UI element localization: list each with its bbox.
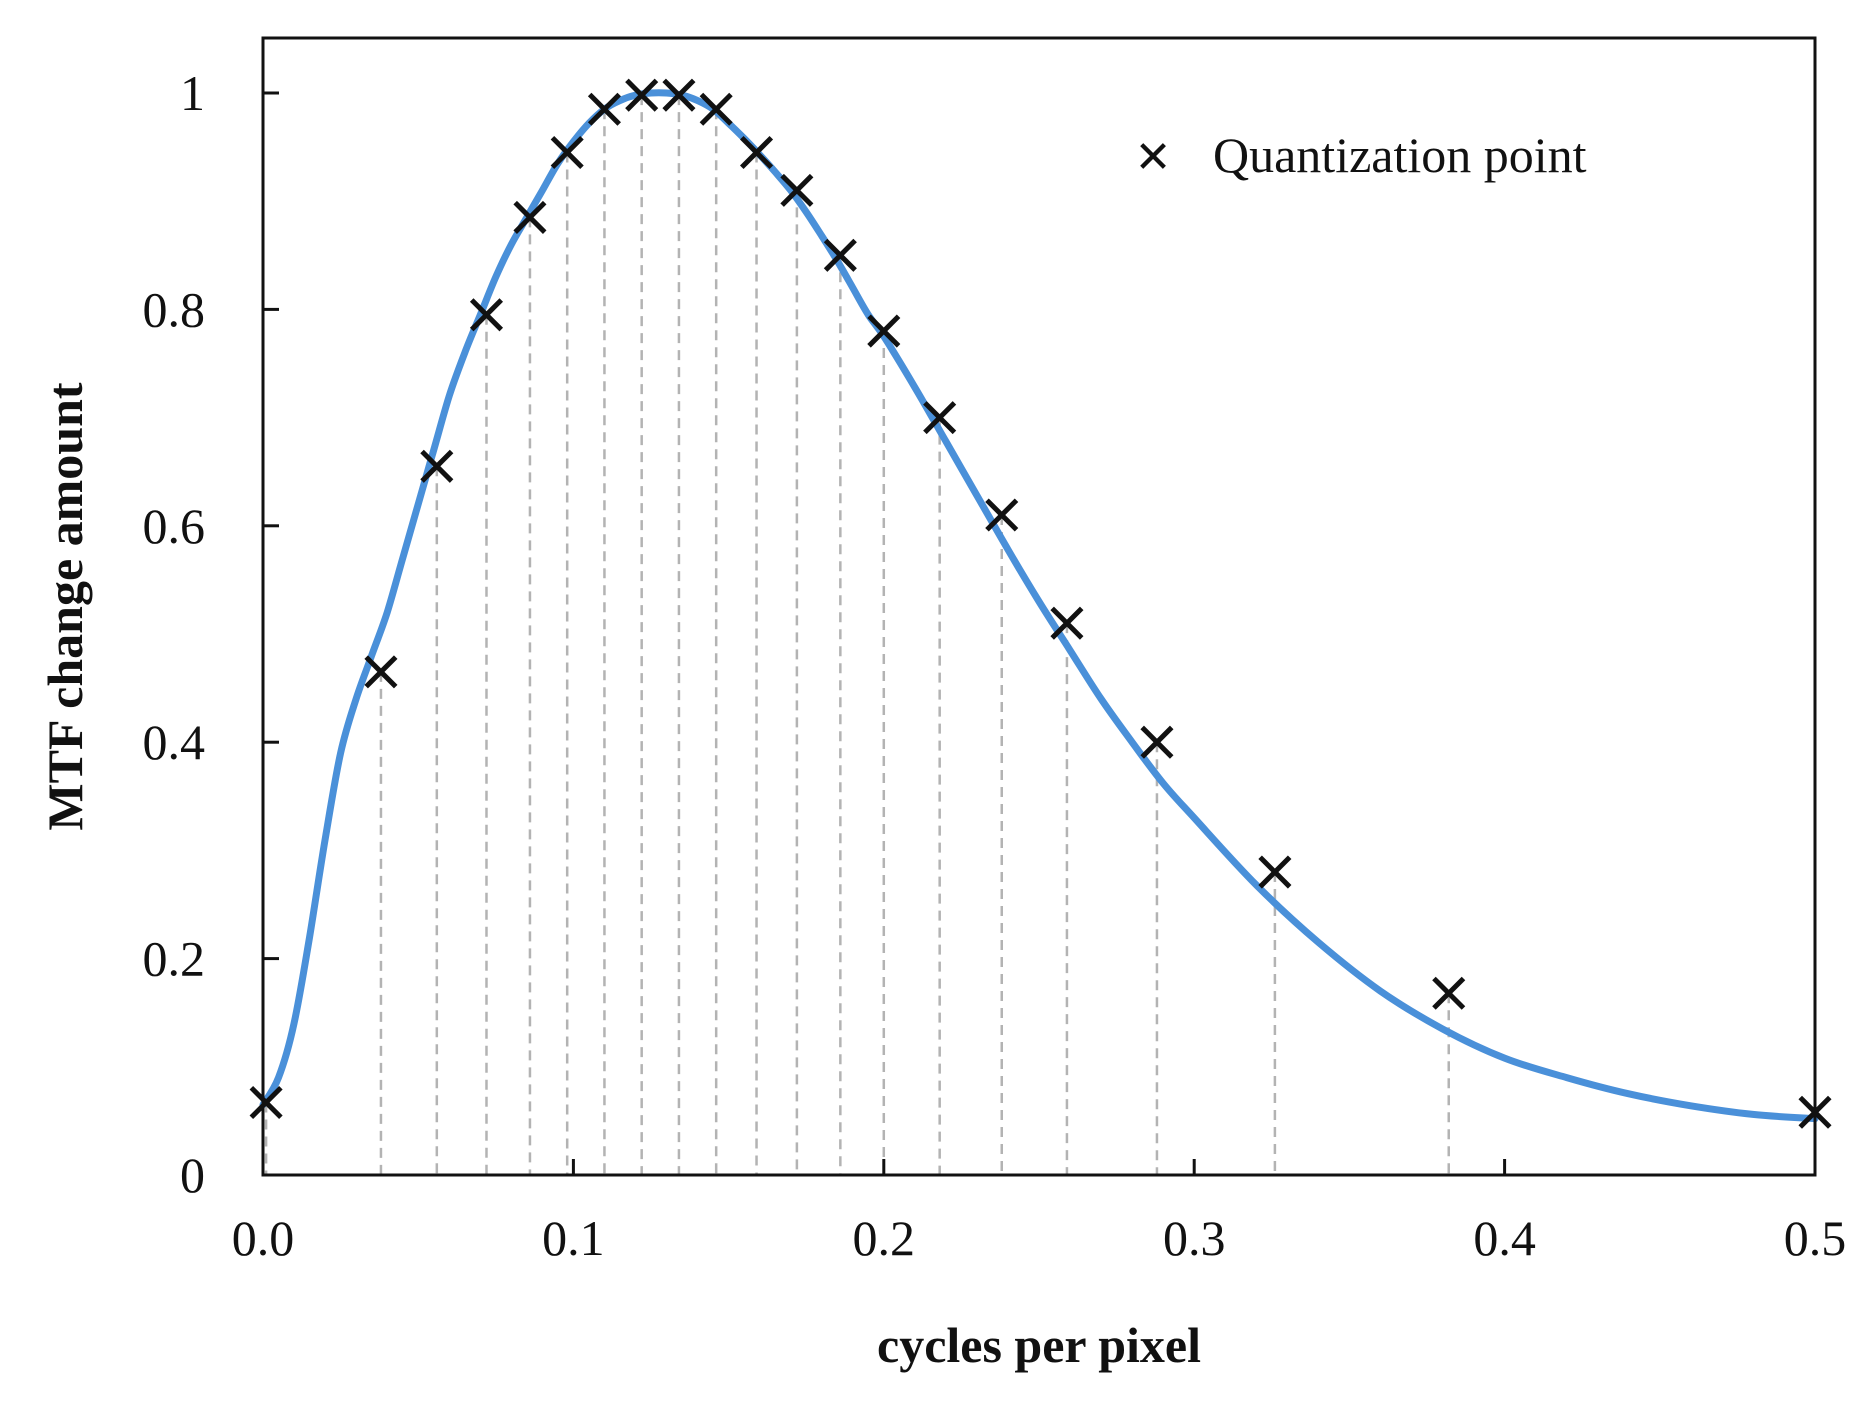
x-tick-labels: 0.0 0.1 0.2 0.3 0.4 0.5 <box>232 1210 1847 1266</box>
y-tick-labels: 0 0.2 0.4 0.6 0.8 1 <box>143 65 206 1203</box>
quantization-point-marker <box>364 655 398 689</box>
x-tick-label: 0.5 <box>1784 1210 1847 1266</box>
legend-marker-icon: ✕ <box>1135 132 1172 183</box>
plot-frame <box>261 36 1817 1177</box>
drop-lines <box>264 95 1817 1175</box>
quantization-point-marker <box>867 314 901 348</box>
y-tick-label: 0 <box>180 1147 205 1203</box>
quantization-point-marker <box>625 78 659 112</box>
y-axis-title: MTF change amount <box>37 382 93 830</box>
quantization-point-marker <box>587 92 621 126</box>
axis-ticks <box>261 91 1817 1177</box>
quantization-point-marker <box>469 298 504 332</box>
x-tick-label: 0.3 <box>1163 1210 1226 1266</box>
quantization-point-marker <box>513 200 547 234</box>
quantization-point-marker <box>1050 606 1084 640</box>
x-tick-label: 0.0 <box>232 1210 295 1266</box>
y-tick-label: 0.2 <box>143 931 206 987</box>
quantization-point-marker <box>249 1085 283 1120</box>
x-tick-label: 0.2 <box>853 1210 916 1266</box>
quantization-point-marker <box>420 449 454 483</box>
y-tick-label: 0.8 <box>143 281 206 337</box>
quantization-point-marker <box>985 498 1019 532</box>
y-tick-label: 0.4 <box>143 714 206 770</box>
quantization-point-marker <box>550 135 584 170</box>
quantization-point-marker <box>1140 725 1174 759</box>
y-tick-label: 1 <box>180 65 205 121</box>
quantization-markers <box>249 78 1832 1129</box>
x-tick-label: 0.4 <box>1473 1210 1536 1266</box>
mtf-curve <box>259 89 1819 1123</box>
y-tick-label: 0.6 <box>143 498 206 554</box>
quantization-point-marker <box>823 238 857 272</box>
quantization-point-marker <box>780 173 814 207</box>
legend-label: Quantization point <box>1213 127 1587 183</box>
quantization-point-marker <box>740 135 774 170</box>
quantization-point-marker <box>662 78 696 112</box>
x-tick-label: 0.1 <box>542 1210 605 1266</box>
quantization-point-marker <box>1432 976 1466 1010</box>
quantization-point-marker <box>1258 855 1292 889</box>
quantization-point-marker <box>923 401 957 435</box>
x-axis-title: cycles per pixel <box>877 1317 1201 1373</box>
legend: ✕ Quantization point <box>1135 127 1587 183</box>
quantization-point-marker <box>699 92 733 126</box>
